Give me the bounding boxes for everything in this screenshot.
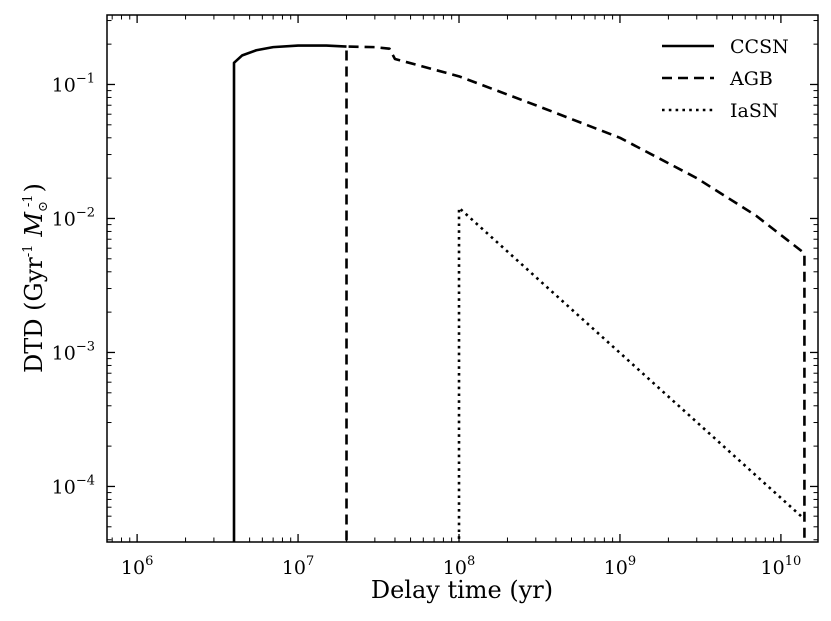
y-axis-label-unit-sup: -1 <box>21 194 36 207</box>
y-axis-label: DTD (Gyr-1M⊙-1) <box>20 183 51 373</box>
x-tick-label: 1010 <box>761 554 802 579</box>
legend-label-agb: AGB <box>729 68 773 90</box>
series-line-ccsn <box>232 44 347 542</box>
tick-layer: 106 107 108 109 1010 10−4 10−3 10−2 10−1 <box>52 15 818 579</box>
series-line-iasn <box>457 206 806 542</box>
y-axis-label-unit-sub: ⊙ <box>36 201 51 212</box>
x-tick-label: 108 <box>443 554 475 579</box>
legend: CCSN AGB IaSN <box>662 36 789 122</box>
legend-label-iasn: IaSN <box>730 100 778 122</box>
y-tick-label: 10−4 <box>52 473 95 498</box>
y-axis-label-close: ) <box>20 183 48 192</box>
y-axis-label-text: DTD (Gyr <box>20 257 48 373</box>
y-axis-label-unit: M <box>20 211 48 238</box>
x-axis-label: Delay time (yr) <box>371 576 553 604</box>
x-tick-label: 106 <box>121 554 153 579</box>
series-layer <box>232 44 806 542</box>
y-tick-label: 10−3 <box>52 339 95 364</box>
y-tick-label: 10−1 <box>52 71 95 96</box>
x-tick-label: 109 <box>604 554 636 579</box>
series-line-agb <box>345 45 806 542</box>
legend-label-ccsn: CCSN <box>730 36 789 58</box>
x-tick-label: 107 <box>282 554 314 579</box>
plot-area <box>106 14 819 543</box>
y-tick-label: 10−2 <box>52 205 95 230</box>
y-axis-label-sup: -1 <box>21 245 36 258</box>
